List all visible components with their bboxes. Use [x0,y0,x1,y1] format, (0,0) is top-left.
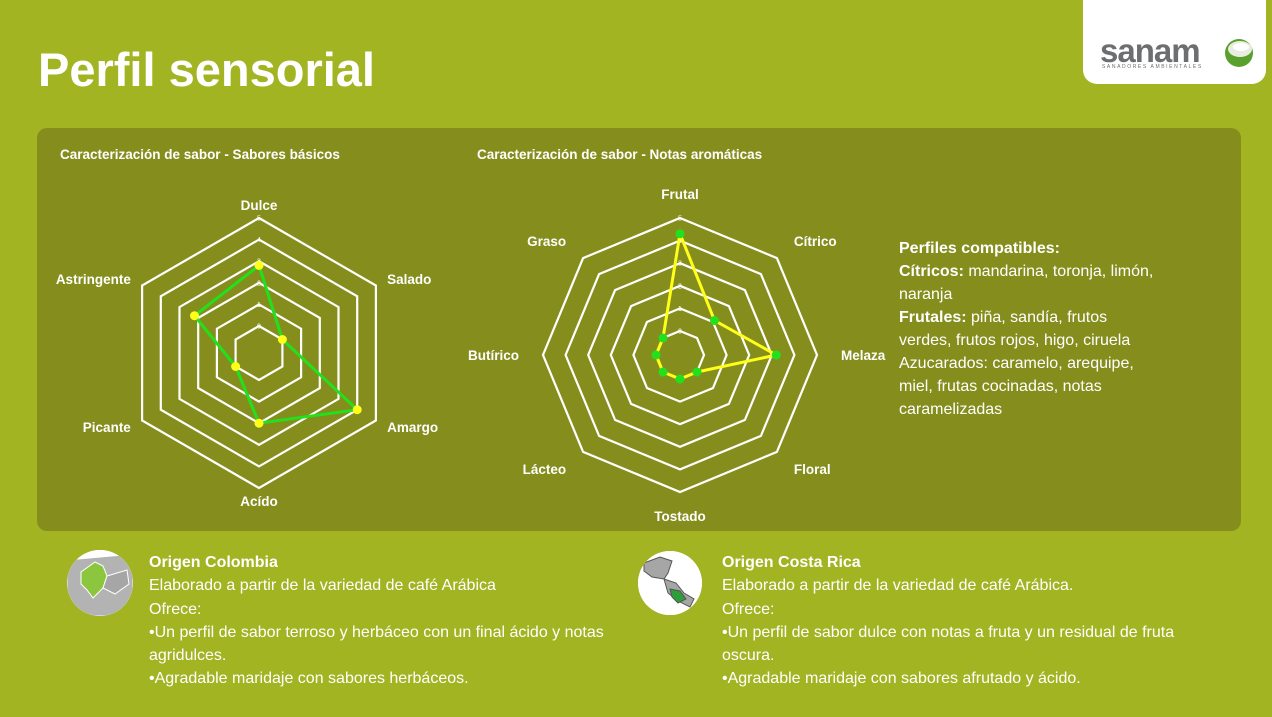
axis-label-dulce: Dulce [241,198,278,213]
compatible-profiles: Perfiles compatibles: Cítricos: mandarin… [899,110,1159,421]
citricos-label: Cítricos: [899,263,964,280]
tick-label: 4 [257,237,261,244]
tick-label: 2 [678,283,682,290]
grid-ring [541,216,819,494]
page-title: Perfil sensorial [38,43,375,96]
aroma-notes-radar: 012345FrutalCítricoMelazaFloralTostadoLá… [468,187,886,524]
origin-line: Elaborado a partir de la variedad de caf… [149,577,496,595]
charts-panel: Caracterización de sabor - Sabores básic… [37,128,1241,531]
tick-label: 0 [678,329,682,336]
grid-ring [564,239,796,471]
data-point-lacteo [658,367,668,377]
data-point-citrico [710,316,719,325]
aroma-chart-title: Caracterización de sabor - Notas aromáti… [477,147,763,162]
profiles-heading: Perfiles compatibles: [899,240,1060,257]
origin-title: Origen Costa Rica [722,554,861,571]
data-point-amargo [352,405,362,415]
basic-chart-title: Caracterización de sabor - Sabores básic… [60,147,340,162]
origin-title: Origen Colombia [149,554,278,571]
colombia-map-icon [67,550,133,616]
origin-colombia: Origen Colombia Elaborado a partir de la… [149,551,619,691]
axis-label-acido: Acído [240,494,278,509]
logo-ball-icon [1225,39,1253,67]
tick-label: 3 [678,261,682,268]
brand-logo: sanam SANADORES AMBIENTALES [1083,0,1266,84]
axis-label-citrico: Cítrico [794,234,837,249]
origin-bullet: •Un perfil de sabor dulce con notas a fr… [722,623,1175,665]
logo-tagline: SANADORES AMBIENTALES [1102,64,1203,70]
origin-line: Elaborado a partir de la variedad de caf… [722,577,1074,595]
data-point-graso [658,333,668,343]
data-point-dulce [254,261,264,270]
origin-line: Ofrece: [149,600,202,618]
tick-label: 5 [678,216,682,223]
origin-line: Ofrece: [722,600,775,618]
data-point-melaza [771,350,781,360]
citricos-text: mandarina, toronja, limón, naranja [899,263,1154,303]
tick-label: 5 [257,216,261,223]
costa-rica-map-icon [638,551,702,615]
grid-ring [632,307,728,403]
axis-label-frutal: Frutal [661,187,699,202]
data-point-butirico [651,350,661,360]
grid-ring [609,284,751,426]
tick-label: 2 [257,280,261,287]
grid-ring [215,303,303,403]
tick-label: 1 [678,306,682,313]
origin-bullet: •Agradable maridaje con sabores afrutado… [722,670,1081,688]
origin-costa-rica: Origen Costa Rica Elaborado a partir de … [722,551,1192,691]
axis-label-astringente: Astringente [56,272,132,287]
data-point-tostado [675,374,685,384]
tick-label: 0 [257,324,261,331]
origin-bullet: •Un perfil de sabor terroso y herbáceo c… [149,623,604,665]
axis-label-melaza: Melaza [841,348,886,363]
data-point-floral [692,367,702,377]
grid-ring [178,259,340,447]
data-point-acido [254,418,264,428]
origin-bullet: •Agradable maridaje con sabores herbáceo… [149,670,469,688]
axis-label-picante: Picante [83,420,132,435]
data-point-salado [277,335,287,344]
axis-label-butirico: Butírico [468,348,519,363]
axis-label-graso: Graso [527,234,566,249]
axis-label-floral: Floral [794,462,831,477]
axis-label-tostado: Tostado [654,509,706,524]
data-point-astringente [190,311,199,321]
frutales-label: Frutales: [899,309,967,326]
basic-flavors-radar: 012345DulceSaladoAmargoAcídoPicanteAstri… [56,198,438,509]
axis-label-lacteo: Lácteo [523,462,567,477]
tick-label: 1 [257,302,261,309]
grid-ring [587,262,773,448]
axis-label-amargo: Amargo [387,420,438,435]
logo-wordmark: sanam [1100,32,1201,69]
grid-ring [140,216,377,490]
frutales-text: piña, sandía, frutos verdes, frutos rojo… [899,309,1134,418]
axis-label-salado: Salado [387,272,431,287]
grid-ring [159,238,359,468]
data-point-picante [231,362,241,371]
data-point-frutal [675,229,685,239]
